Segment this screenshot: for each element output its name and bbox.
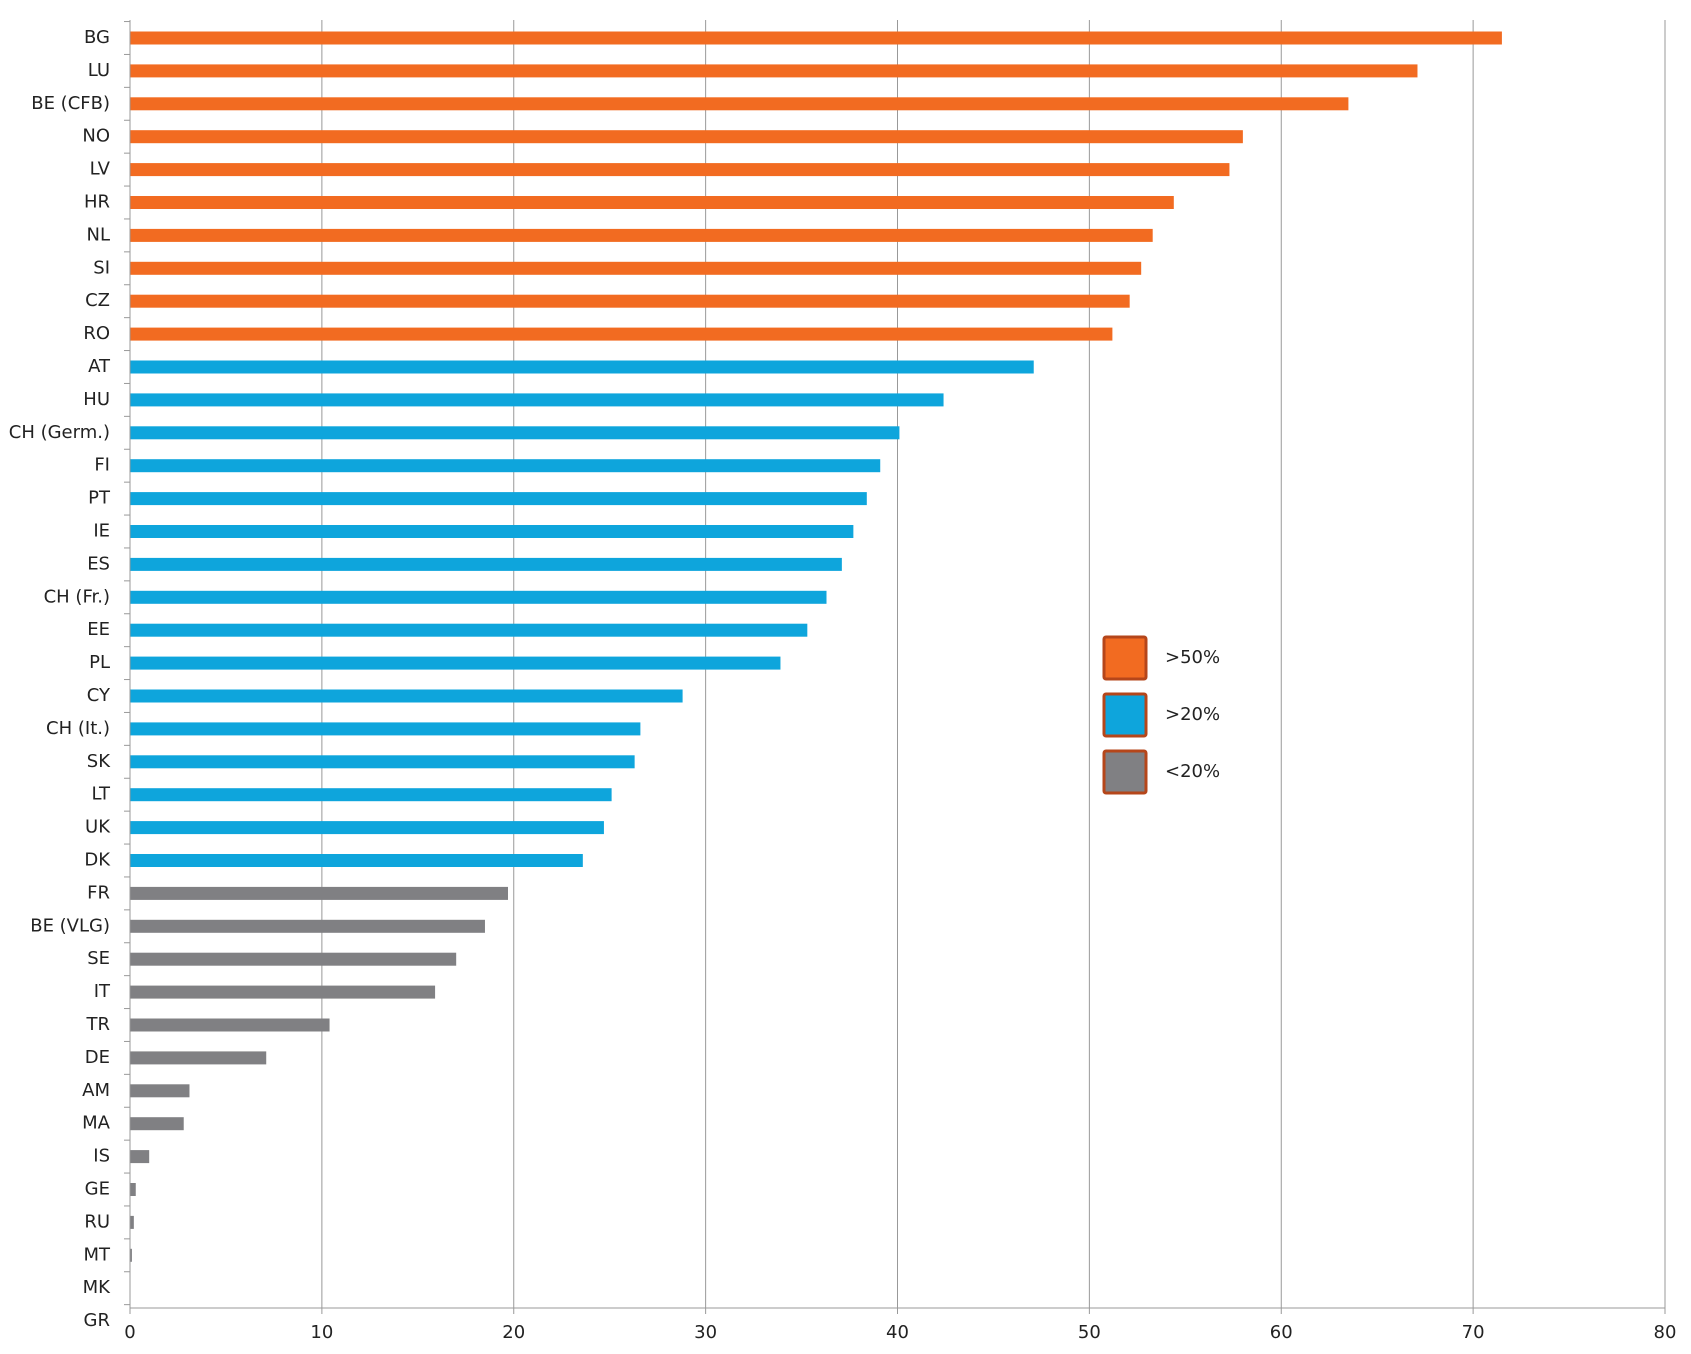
y-tick-label: FR bbox=[87, 882, 110, 903]
x-tick-label: 30 bbox=[694, 1322, 717, 1343]
y-tick-label: SI bbox=[93, 257, 110, 278]
y-tick-label: CY bbox=[87, 685, 111, 706]
x-tick-label: 0 bbox=[124, 1322, 135, 1343]
x-tick-label: 60 bbox=[1270, 1322, 1293, 1343]
y-tick-label: UK bbox=[85, 817, 111, 838]
y-tick-label: RO bbox=[83, 323, 110, 344]
x-tick-label: 10 bbox=[310, 1322, 333, 1343]
bar bbox=[130, 1215, 134, 1229]
y-tick-label: MK bbox=[83, 1277, 112, 1298]
y-tick-label: TR bbox=[85, 1014, 110, 1035]
y-tick-label: GE bbox=[85, 1179, 110, 1200]
y-tick-label: HU bbox=[83, 389, 110, 410]
y-tick-label: IT bbox=[94, 981, 111, 1002]
y-tick-label: DK bbox=[84, 850, 111, 871]
legend-swatch bbox=[1102, 635, 1148, 681]
y-tick-label: MA bbox=[82, 1113, 111, 1134]
x-tick-label: 70 bbox=[1462, 1322, 1485, 1343]
y-tick-label: LV bbox=[90, 159, 111, 180]
bar bbox=[130, 689, 683, 703]
bar bbox=[130, 393, 944, 407]
bar bbox=[130, 919, 485, 933]
bar bbox=[130, 755, 635, 769]
x-tick-label: 20 bbox=[502, 1322, 525, 1343]
y-tick-label: BE (VLG) bbox=[30, 915, 110, 936]
bar bbox=[130, 1018, 330, 1032]
y-tick-label: CH (It.) bbox=[46, 718, 110, 739]
legend-label: >20% bbox=[1165, 704, 1220, 725]
x-tick-label: 80 bbox=[1654, 1322, 1677, 1343]
y-tick-label: AM bbox=[82, 1080, 110, 1101]
y-tick-label: PT bbox=[88, 488, 111, 509]
bar bbox=[130, 952, 457, 966]
bar bbox=[130, 1248, 132, 1262]
bar bbox=[130, 163, 1230, 177]
x-tick-label: 50 bbox=[1078, 1322, 1101, 1343]
bar bbox=[130, 360, 1034, 374]
bar bbox=[130, 196, 1174, 209]
y-tick-label: IS bbox=[93, 1146, 110, 1167]
bar bbox=[130, 1051, 267, 1065]
bar bbox=[130, 1084, 190, 1098]
bar bbox=[130, 1183, 136, 1196]
y-tick-label: LU bbox=[88, 60, 110, 81]
y-tick-label: ES bbox=[87, 553, 110, 574]
bar bbox=[130, 261, 1142, 275]
y-tick-label: GR bbox=[84, 1310, 110, 1331]
bar bbox=[130, 31, 1502, 45]
y-tick-label: BG bbox=[84, 27, 110, 48]
bar bbox=[130, 1117, 184, 1131]
y-tick-label: SK bbox=[87, 751, 111, 772]
bar bbox=[130, 623, 808, 637]
bar bbox=[130, 130, 1243, 144]
bar bbox=[130, 722, 641, 736]
y-tick-label: AT bbox=[88, 356, 111, 377]
y-tick-label: HR bbox=[84, 192, 110, 213]
y-tick-label: DE bbox=[85, 1047, 110, 1068]
bar bbox=[130, 886, 508, 900]
y-tick-label: CH (Fr.) bbox=[44, 586, 110, 607]
bar bbox=[130, 294, 1130, 308]
bar bbox=[130, 821, 604, 835]
bar bbox=[130, 64, 1418, 78]
bar bbox=[130, 985, 436, 999]
bar bbox=[130, 525, 854, 538]
bar bbox=[130, 854, 583, 867]
legend-swatch bbox=[1102, 692, 1148, 738]
bar bbox=[130, 426, 900, 440]
bar bbox=[130, 557, 842, 571]
y-tick-label: BE (CFB) bbox=[31, 93, 110, 114]
legend-label: <20% bbox=[1165, 761, 1220, 782]
bar bbox=[130, 492, 867, 506]
bar bbox=[130, 97, 1349, 111]
y-tick-label: NO bbox=[82, 126, 110, 147]
y-tick-label: PL bbox=[89, 652, 110, 673]
y-tick-label: NL bbox=[87, 224, 111, 245]
legend-swatch bbox=[1102, 749, 1148, 795]
bar bbox=[130, 327, 1113, 341]
y-tick-label: EE bbox=[87, 619, 110, 640]
y-tick-label: FI bbox=[94, 455, 110, 476]
bar bbox=[130, 459, 881, 473]
bar bbox=[130, 590, 827, 604]
y-tick-label: RU bbox=[84, 1211, 110, 1232]
y-tick-label: CZ bbox=[85, 290, 110, 311]
y-tick-label: MT bbox=[83, 1244, 111, 1265]
y-tick-label: IE bbox=[93, 521, 110, 542]
bar bbox=[130, 1150, 150, 1164]
bar bbox=[130, 788, 612, 802]
bar bbox=[130, 656, 781, 670]
y-tick-label: CH (Germ.) bbox=[9, 422, 110, 443]
y-tick-label: LT bbox=[91, 784, 111, 805]
x-tick-label: 40 bbox=[886, 1322, 909, 1343]
bar bbox=[130, 228, 1153, 242]
legend-label: >50% bbox=[1165, 647, 1220, 668]
y-tick-label: SE bbox=[87, 948, 110, 969]
